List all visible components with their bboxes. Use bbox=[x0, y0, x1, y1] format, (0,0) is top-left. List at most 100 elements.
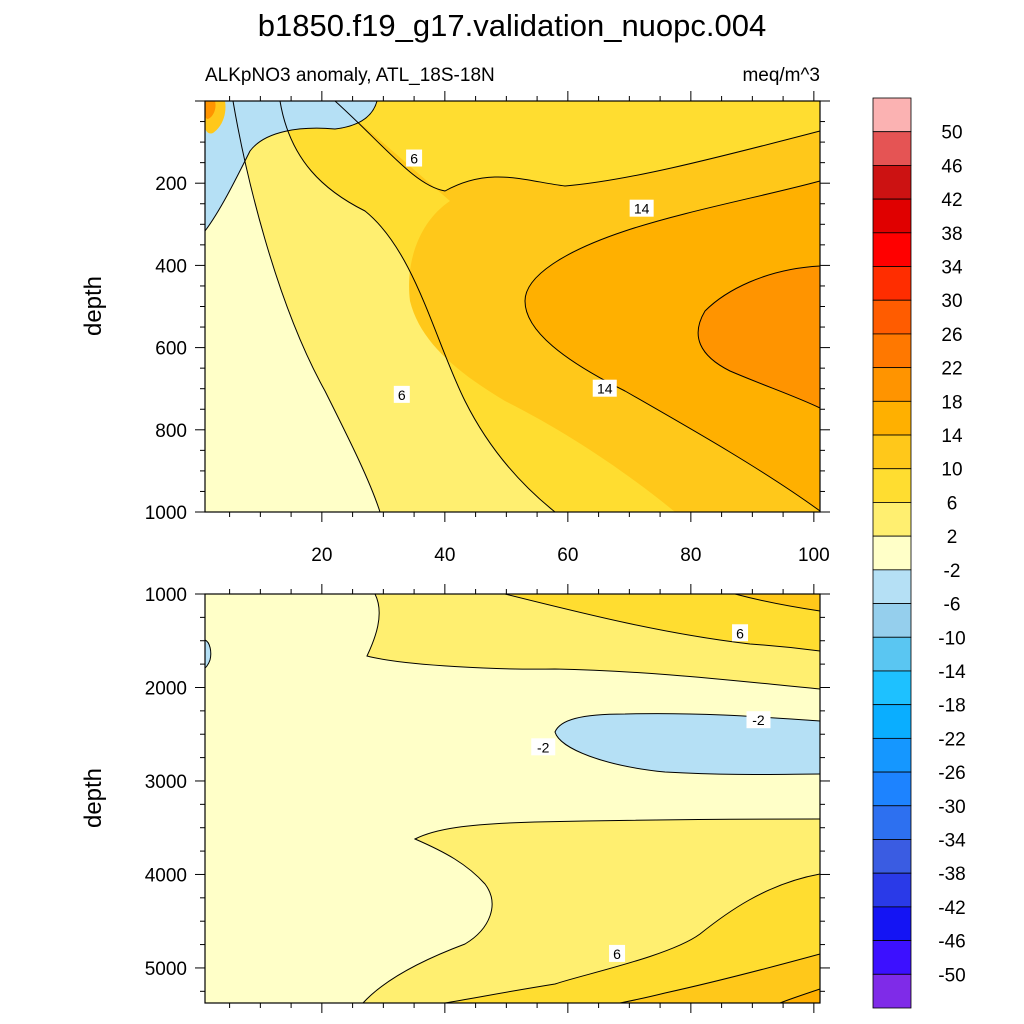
top-contour-labels: 6 14 6 14 bbox=[393, 149, 654, 403]
top-y-axis-label: depth bbox=[80, 276, 107, 336]
top-x-tick-label: 60 bbox=[557, 545, 578, 566]
contour-line-2-lower bbox=[362, 818, 821, 1004]
panel-subtitle-left: ALKpNO3 anomaly, ATL_18S-18N bbox=[205, 65, 495, 86]
colorbar-box bbox=[872, 266, 912, 301]
contour-label: 6 bbox=[613, 946, 621, 962]
colorbar-box bbox=[872, 569, 912, 604]
colorbar-label: 46 bbox=[941, 156, 962, 177]
bottom-contour-labels: 6 -2 -2 6 bbox=[531, 624, 771, 962]
top-y-tick-label: 800 bbox=[155, 421, 187, 442]
bottom-panel-frame bbox=[204, 593, 821, 1004]
contour-line-6-lower bbox=[444, 873, 821, 1004]
contour-label: 6 bbox=[410, 151, 418, 167]
chart-title: b1850.f19_g17.validation_nuopc.004 bbox=[258, 8, 767, 43]
colorbar: 50 46 42 38 34 30 26 22 18 14 10 6 2 -2 -6 -10 -14 -18 -22… bbox=[872, 97, 966, 1009]
colorbar-box bbox=[872, 333, 912, 369]
colorbar-label: -30 bbox=[938, 797, 965, 818]
colorbar-label: -46 bbox=[938, 932, 965, 953]
contour-line-minus2 bbox=[554, 713, 821, 775]
colorbar-box bbox=[872, 468, 912, 503]
colorbar-label: 14 bbox=[941, 426, 963, 447]
contour-line-14-lower bbox=[779, 988, 821, 1004]
top-y-tick-label: 200 bbox=[155, 174, 187, 195]
top-panel: 6 14 6 14 bbox=[204, 100, 821, 513]
colorbar-label: 10 bbox=[941, 460, 962, 481]
contour-label-bg bbox=[406, 149, 423, 167]
colorbar-label: -18 bbox=[938, 696, 965, 717]
panel-subtitle-right: meq/m^3 bbox=[742, 65, 820, 86]
contour-line-2-upper bbox=[366, 593, 821, 690]
contour-label: -2 bbox=[752, 712, 765, 728]
contour-fill-10-to-14-lower bbox=[620, 954, 820, 1003]
contour-label-bg bbox=[732, 624, 749, 642]
colorbar-box bbox=[872, 704, 912, 739]
colorbar-label: 26 bbox=[941, 325, 962, 346]
colorbar-label: -50 bbox=[938, 965, 965, 986]
contour-label-bg bbox=[609, 944, 626, 962]
colorbar-box bbox=[872, 400, 912, 436]
contour-fill-cold-shelf bbox=[205, 101, 377, 231]
colorbar-label: -38 bbox=[938, 864, 965, 885]
colorbar-label: -26 bbox=[938, 763, 965, 784]
colorbar-label: 38 bbox=[941, 224, 962, 245]
colorbar-label: -10 bbox=[938, 628, 965, 649]
colorbar-label: 42 bbox=[941, 190, 962, 211]
contour-line-2 bbox=[232, 100, 381, 513]
colorbar-box bbox=[872, 434, 912, 470]
colorbar-box bbox=[872, 737, 912, 773]
colorbar-label: -2 bbox=[944, 561, 961, 582]
bottom-panel-axes: 1000 2000 3000 4000 5000 depth bbox=[80, 584, 830, 1013]
colorbar-box bbox=[872, 502, 912, 537]
colorbar-box bbox=[872, 872, 912, 908]
colorbar-box bbox=[872, 906, 912, 941]
colorbar-label: 18 bbox=[941, 392, 962, 413]
contour-fill-10-to-14-upper bbox=[735, 594, 820, 611]
contour-line-6-upper bbox=[504, 593, 821, 652]
contour-fill-14-to-18 bbox=[525, 181, 820, 511]
colorbar-label: -42 bbox=[938, 898, 965, 919]
bottom-y-tick-label: 5000 bbox=[145, 959, 187, 980]
colorbar-label: 22 bbox=[941, 359, 962, 380]
top-y-tick-label: 1000 bbox=[145, 503, 187, 524]
contour-label: -2 bbox=[537, 739, 550, 755]
colorbar-label: 6 bbox=[947, 493, 958, 514]
top-y-tick-label: 600 bbox=[155, 339, 187, 360]
contour-line-14 bbox=[524, 180, 821, 512]
colorbar-box bbox=[872, 97, 912, 133]
colorbar-box bbox=[872, 131, 912, 166]
colorbar-box bbox=[872, 535, 912, 571]
colorbar-box bbox=[872, 636, 912, 672]
colorbar-box bbox=[872, 771, 912, 807]
top-y-tick-label: 400 bbox=[155, 256, 187, 277]
colorbar-box bbox=[872, 670, 912, 706]
contour-label-bg bbox=[746, 711, 771, 729]
colorbar-label: 34 bbox=[941, 258, 963, 279]
colorbar-label: 30 bbox=[941, 291, 962, 312]
colorbar-box bbox=[872, 940, 912, 975]
colorbar-box bbox=[872, 367, 912, 402]
colorbar-box bbox=[872, 603, 912, 638]
contour-fill-18-to-22 bbox=[698, 266, 820, 408]
top-x-tick-label: 40 bbox=[434, 545, 455, 566]
contour-label-bg bbox=[531, 738, 556, 756]
colorbar-label: 2 bbox=[947, 527, 958, 548]
colorbar-label: -14 bbox=[938, 662, 966, 683]
colorbar-box bbox=[872, 165, 912, 200]
bottom-y-tick-label: 2000 bbox=[145, 678, 187, 699]
bottom-y-tick-label: 1000 bbox=[145, 585, 187, 606]
colorbar-box bbox=[872, 805, 912, 840]
contour-line-6 bbox=[279, 100, 556, 513]
contour-label-bg bbox=[592, 379, 617, 397]
contour-label-bg bbox=[393, 385, 410, 403]
colorbar-label: -34 bbox=[938, 830, 966, 851]
contour-line-10-upper bbox=[734, 593, 821, 612]
bottom-y-tick-label: 4000 bbox=[145, 865, 187, 886]
colorbar-box bbox=[872, 299, 912, 335]
contour-line-18 bbox=[697, 265, 821, 409]
colorbar-box bbox=[872, 198, 912, 234]
top-x-tick-label: 100 bbox=[798, 545, 830, 566]
contour-fill-surface-core bbox=[205, 101, 216, 119]
top-x-tick-label: 80 bbox=[680, 545, 701, 566]
bottom-y-axis-label: depth bbox=[80, 768, 107, 828]
